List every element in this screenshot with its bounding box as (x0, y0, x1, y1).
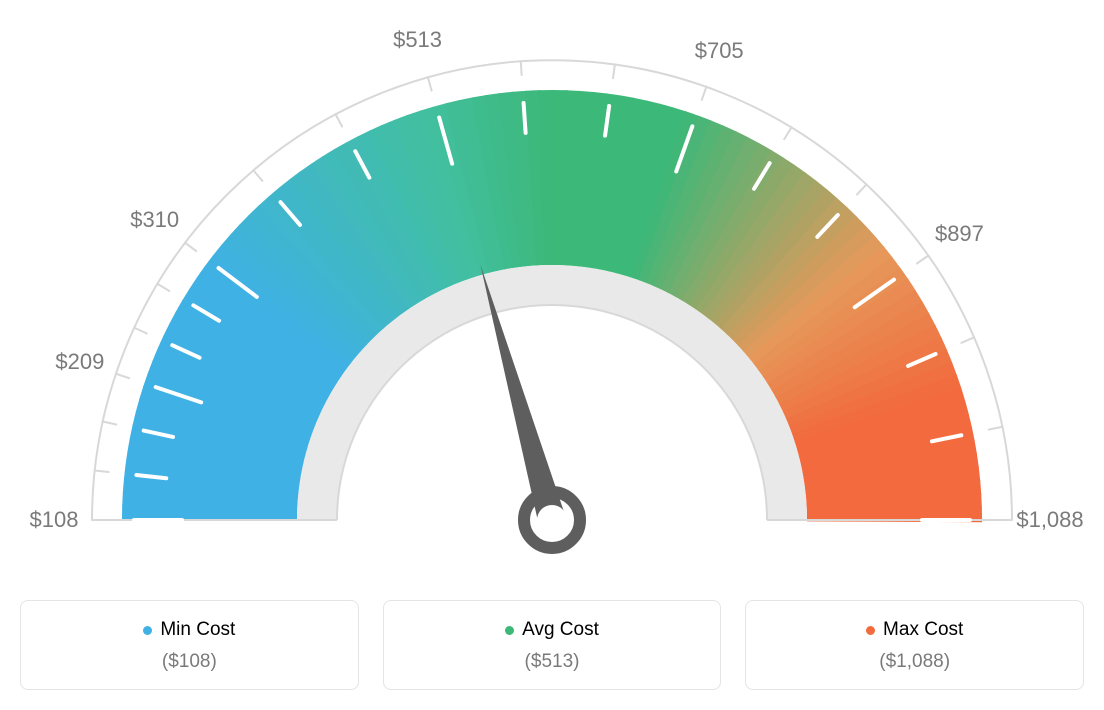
legend-value-max: ($1,088) (756, 651, 1073, 673)
cost-gauge-chart: $108 $209 $310 $513 $705 $897 $1,088 Min Cost … (20, 20, 1084, 690)
legend-card-max: Max Cost ($1,088) (745, 600, 1084, 690)
legend-title-min: Min Cost (143, 619, 235, 641)
legend-card-avg: Avg Cost ($513) (383, 600, 722, 690)
dot-icon (505, 626, 514, 635)
gauge-tick-label: $897 (935, 221, 984, 247)
gauge-tick-label: $513 (393, 27, 442, 53)
gauge-tick-label: $209 (55, 349, 104, 375)
gauge-tick-label: $108 (30, 507, 79, 533)
legend-label: Avg Cost (522, 619, 599, 641)
legend-title-avg: Avg Cost (505, 619, 599, 641)
legend-value-min: ($108) (31, 651, 348, 673)
gauge-tick-label: $310 (130, 207, 179, 233)
gauge-tick-label: $705 (695, 38, 744, 64)
legend-label: Min Cost (160, 619, 235, 641)
gauge-tick-label: $1,088 (1016, 507, 1083, 533)
legend-value-avg: ($513) (394, 651, 711, 673)
gauge-area: $108 $209 $310 $513 $705 $897 $1,088 (20, 20, 1084, 580)
dot-icon (143, 626, 152, 635)
legend-label: Max Cost (883, 619, 963, 641)
legend-card-min: Min Cost ($108) (20, 600, 359, 690)
legend-title-max: Max Cost (866, 619, 963, 641)
dot-icon (866, 626, 875, 635)
legend-row: Min Cost ($108) Avg Cost ($513) Max Cost… (20, 600, 1084, 690)
gauge-color-arc (122, 90, 982, 522)
gauge-svg (20, 20, 1084, 580)
